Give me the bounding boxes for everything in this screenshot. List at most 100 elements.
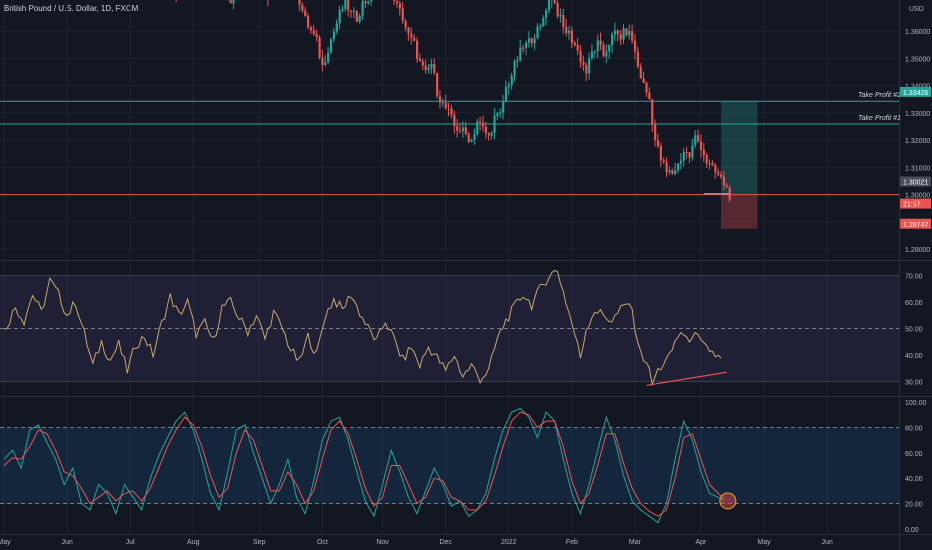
candle-body <box>393 0 396 1</box>
candle-body <box>347 0 350 11</box>
x-tick-label: May <box>757 539 771 546</box>
price-tag-label: 1.28747 <box>903 222 928 229</box>
candle-body <box>229 0 232 4</box>
candle-body <box>513 61 516 76</box>
candle-body <box>576 45 579 51</box>
candle-body <box>542 17 545 26</box>
candle-body <box>418 58 422 62</box>
x-tick-label: Oct <box>317 539 328 546</box>
rsi-tick-label: 50.00 <box>905 327 923 334</box>
candle-body <box>545 10 548 18</box>
candle-body <box>662 160 665 163</box>
candle-body <box>481 122 485 127</box>
candle-body <box>450 108 453 115</box>
candle-body <box>507 84 510 87</box>
candle-body <box>628 31 631 36</box>
candle-body <box>608 45 611 52</box>
candle-body <box>676 163 680 171</box>
candle-body <box>447 108 450 110</box>
candle-body <box>332 31 336 40</box>
candle-body <box>633 40 637 52</box>
price-tag-label: 1.33426 <box>903 90 928 97</box>
candle-body <box>656 140 660 146</box>
candle-body <box>691 145 694 158</box>
candle-body <box>232 0 235 4</box>
candle-body <box>654 124 657 141</box>
x-tick-label: Sep <box>253 539 266 546</box>
price-tick-label: 1.30000 <box>905 193 930 200</box>
stoch-tick-label: 0.00 <box>905 527 919 534</box>
x-tick-label: Aug <box>187 539 200 546</box>
price-tag-bg <box>900 218 931 229</box>
stoch-d-line <box>3 411 725 517</box>
candle-body <box>674 170 677 174</box>
candle-body <box>599 40 602 46</box>
rsi-tick-label: 70.00 <box>905 274 923 281</box>
level-label: Take Profit #2 <box>858 92 901 99</box>
candle-body <box>433 63 436 73</box>
candle-body <box>421 61 424 66</box>
candle-body <box>415 40 419 59</box>
candle-body <box>307 15 310 28</box>
stoch-tick-label: 100.00 <box>905 400 927 407</box>
candle-body <box>464 127 467 135</box>
candle-body <box>536 26 539 39</box>
candle-body <box>493 115 496 134</box>
candle-body <box>321 57 324 65</box>
level-label: Take Profit #1 <box>858 115 901 122</box>
candle-body <box>301 4 304 11</box>
candle-body <box>665 162 668 173</box>
candle-body <box>341 8 344 11</box>
price-tag-label: 21:57 <box>903 202 921 209</box>
chart-title: British Pound / U.S. Dollar, 1D, FXCM <box>4 4 139 13</box>
candle-body <box>565 26 568 34</box>
candle-body <box>582 61 585 65</box>
candle-body <box>725 185 728 188</box>
candle-body <box>467 134 470 142</box>
price-tick-label: 1.32000 <box>905 138 930 145</box>
candle-body <box>367 1 370 4</box>
x-tick-label: Nov <box>376 539 389 546</box>
candle-body <box>459 130 462 132</box>
candle-body <box>688 152 691 158</box>
candle-body <box>720 174 723 177</box>
candle-body <box>570 30 574 43</box>
candle-body <box>573 42 576 46</box>
candle-body <box>502 101 505 113</box>
candle-body <box>401 8 404 21</box>
stoch-tick-label: 60.00 <box>905 451 923 458</box>
price-tick-label: 1.28000 <box>905 247 930 254</box>
price-tick-label: 1.35000 <box>905 56 930 63</box>
candle-body <box>553 0 556 4</box>
candle-body <box>504 86 508 102</box>
candle-body <box>324 61 327 65</box>
candle-body <box>490 133 493 136</box>
stoch-tick-label: 80.00 <box>905 425 923 432</box>
price-tag-label: 1.30021 <box>903 180 928 187</box>
candle-body <box>510 75 513 85</box>
candle-body <box>430 63 433 69</box>
x-tick-label: Mar <box>629 539 642 546</box>
candle-body <box>645 82 648 93</box>
candle-body <box>547 0 551 11</box>
candle-body <box>315 34 318 38</box>
candle-body <box>438 96 442 103</box>
price-tag-bg <box>900 86 931 97</box>
candle-body <box>699 141 703 150</box>
stoch-highlight-circle <box>719 492 737 510</box>
candle-body <box>496 112 499 116</box>
candle-body <box>473 134 476 140</box>
candle-body <box>619 34 622 40</box>
candle-body <box>338 10 341 24</box>
candle-body <box>404 20 407 28</box>
candle-body <box>679 160 683 164</box>
rsi-tick-label: 40.00 <box>905 353 923 360</box>
price-tag-bg <box>900 176 931 187</box>
candle-body <box>622 28 625 40</box>
candle-body <box>470 139 473 142</box>
candle-body <box>519 47 522 61</box>
candle-body <box>522 47 525 49</box>
position-stop-zone <box>721 194 758 229</box>
